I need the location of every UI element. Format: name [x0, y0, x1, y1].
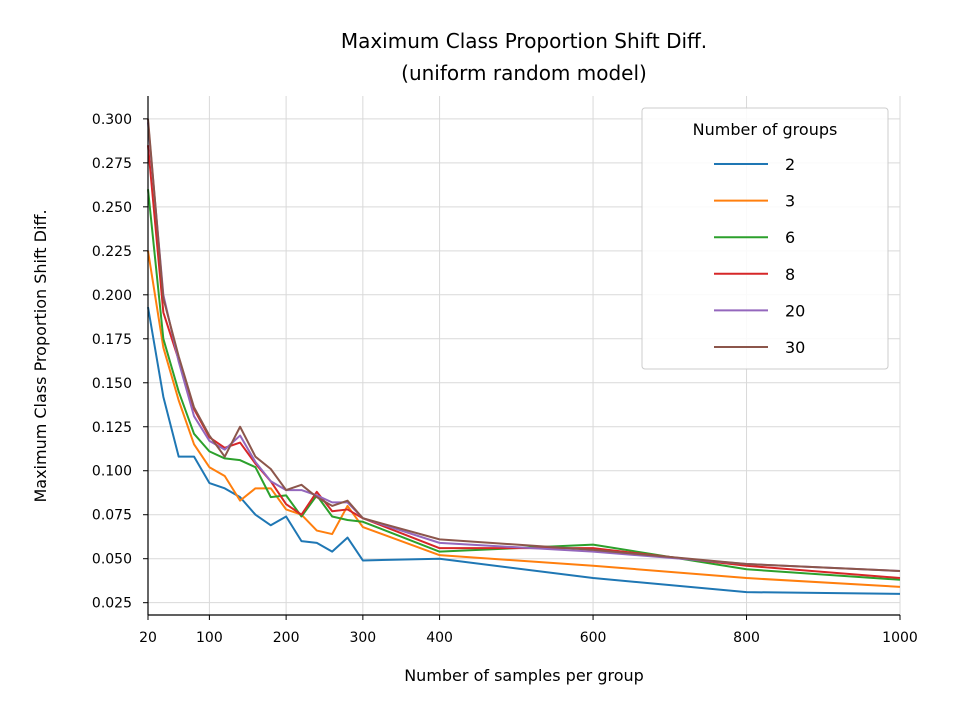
x-tick-label: 400 — [426, 630, 453, 646]
x-tick-label: 600 — [580, 630, 607, 646]
y-tick-label: 0.100 — [92, 464, 132, 480]
y-tick-label: 0.150 — [92, 376, 132, 392]
y-tick-label: 0.125 — [92, 420, 132, 436]
x-tick-label: 200 — [273, 630, 300, 646]
series-line-3 — [147, 250, 901, 588]
x-tick-label: 300 — [349, 630, 376, 646]
y-tick-label: 0.050 — [92, 552, 132, 568]
y-tick-label: 0.025 — [92, 596, 132, 612]
legend-label-30: 30 — [785, 338, 805, 357]
legend-label-2: 2 — [785, 155, 795, 174]
legend: Number of groups 2 3 6 8 20 30 — [641, 107, 889, 370]
series-line-30 — [147, 118, 901, 573]
legend-title: Number of groups — [693, 120, 838, 139]
y-tick-label: 0.250 — [92, 200, 132, 216]
series-lines — [147, 118, 901, 595]
y-tick-label: 0.275 — [92, 156, 132, 172]
y-tick-label: 0.200 — [92, 288, 132, 304]
legend-label-6: 6 — [785, 228, 795, 247]
y-tick-label: 0.300 — [92, 112, 132, 128]
legend-label-3: 3 — [785, 192, 795, 211]
x-tick-label: 100 — [196, 630, 223, 646]
legend-label-20: 20 — [785, 301, 805, 320]
x-tick-label: 1000 — [882, 630, 918, 646]
chart-title: Maximum Class Proportion Shift Diff. — [341, 29, 707, 53]
series-line-2 — [147, 306, 901, 595]
axes: 20 100 200 300 400 600 800 1000 0.025 0.050 0.075 0… — [92, 96, 918, 646]
legend-label-8: 8 — [785, 265, 795, 284]
y-tick-label: 0.075 — [92, 508, 132, 524]
chart-subtitle: (uniform random model) — [401, 61, 647, 85]
y-tick-label: 0.175 — [92, 332, 132, 348]
x-tick-label: 20 — [139, 630, 157, 646]
y-axis-label: Maximum Class Proportion Shift Diff. — [31, 209, 50, 502]
x-axis-label: Number of samples per group — [404, 666, 644, 685]
series-line-6 — [147, 189, 901, 581]
y-tick-label: 0.225 — [92, 244, 132, 260]
x-tick-label: 800 — [733, 630, 760, 646]
legend-box — [641, 107, 889, 370]
